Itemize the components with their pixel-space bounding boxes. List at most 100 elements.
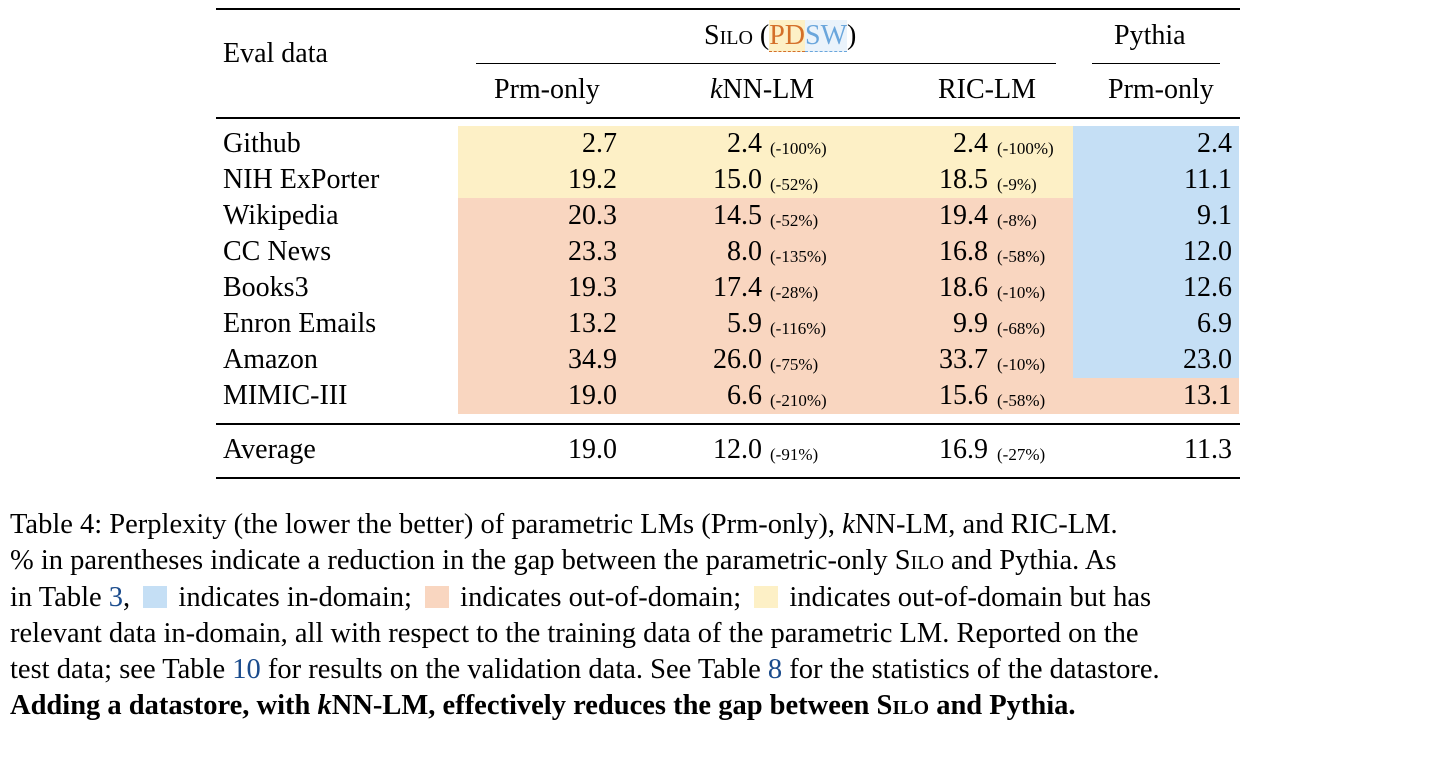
caption-line-6: Adding a datastore, with kNN-LM, effecti… — [10, 688, 1450, 724]
pythia-prm-only-col-header: Prm-only — [1108, 74, 1214, 105]
silo-pd-label: PD — [769, 20, 806, 52]
pythia-value: 6.9 — [1197, 308, 1232, 339]
caption-text: and Pythia. — [929, 690, 1076, 722]
prm-only-col-header: Prm-only — [494, 74, 600, 105]
caption-k: k — [842, 509, 855, 540]
ric-value: 2.4 — [953, 128, 988, 159]
in-domain-swatch — [143, 585, 168, 608]
ric-value: 9.9 — [953, 308, 988, 339]
prm-value: 19.2 — [568, 164, 617, 195]
out-relevant-bg — [458, 126, 1073, 198]
caption-text: NN-LM, effectively reduces the gap betwe… — [331, 690, 877, 722]
knn-value: 6.6 — [727, 380, 762, 411]
average-prm-value: 19.0 — [568, 434, 617, 465]
prm-value: 13.2 — [568, 308, 617, 339]
caption-text: indicates in-domain; — [171, 581, 420, 613]
knn-pct: (-75%) — [770, 355, 819, 374]
table-3-link[interactable]: 3 — [108, 581, 124, 613]
eval-data-header: Eval data — [223, 38, 328, 69]
bottom-rule — [216, 477, 1240, 479]
pythia-value: 12.0 — [1183, 236, 1232, 267]
average-ric-value: 16.9 — [939, 434, 988, 465]
knn-pct: (-100%) — [770, 139, 827, 158]
silo-paren-close: ) — [847, 20, 857, 51]
out-of-domain-bg — [458, 198, 1073, 414]
pythia-value: 2.4 — [1197, 128, 1232, 159]
caption-text: for results on the validation data. See … — [260, 654, 768, 686]
row-name: Wikipedia — [223, 200, 339, 231]
ric-pct: (-9%) — [997, 175, 1037, 194]
top-rule — [216, 8, 1240, 10]
caption-text: Adding a datastore, with — [10, 690, 318, 722]
prm-value: 34.9 — [568, 344, 617, 375]
caption-text: indicates out-of-domain; — [453, 581, 749, 613]
pythia-group-header: Pythia — [1114, 20, 1186, 51]
row-name: Enron Emails — [223, 308, 377, 339]
caption-k: k — [317, 690, 332, 722]
table-10-link[interactable]: 10 — [232, 654, 261, 686]
knn-pct: (-28%) — [770, 283, 819, 302]
knn-value: 8.0 — [727, 236, 762, 267]
prm-value: 2.7 — [582, 128, 617, 159]
ric-pct: (-8%) — [997, 211, 1037, 230]
silo-group-rule — [476, 63, 1056, 64]
knn-pct: (-52%) — [770, 211, 819, 230]
knn-rest: NN-LM — [722, 74, 815, 105]
knn-value: 14.5 — [713, 200, 762, 231]
average-knn-pct: (-91%) — [770, 445, 819, 464]
caption-silo: Silo — [876, 690, 930, 722]
silo-group-header: Silo (PDSW) — [704, 18, 856, 54]
silo-name: Silo — [704, 20, 753, 51]
ric-value: 15.6 — [939, 380, 988, 411]
header-rule — [216, 117, 1240, 119]
table-8-link[interactable]: 8 — [767, 654, 783, 686]
prm-value: 19.0 — [568, 380, 617, 411]
average-knn-value: 12.0 — [713, 434, 762, 465]
ric-pct: (-68%) — [997, 319, 1046, 338]
row-name: CC News — [223, 236, 332, 267]
table-caption: Table 4: Perplexity (the lower the bette… — [10, 507, 1450, 725]
caption-text: Table 4: Perplexity (the lower the bette… — [10, 509, 843, 540]
ric-value: 19.4 — [939, 200, 988, 231]
ric-pct: (-58%) — [997, 391, 1046, 410]
knn-pct: (-210%) — [770, 391, 827, 410]
knn-pct: (-116%) — [770, 319, 827, 338]
caption-text: , — [123, 581, 138, 613]
in-domain-bg — [1073, 126, 1239, 378]
caption-text: test data; see Table — [10, 654, 233, 686]
caption-text: in Table — [10, 581, 109, 613]
silo-sw-label: SW — [805, 20, 848, 52]
row-name: Amazon — [223, 344, 318, 375]
ric-value: 33.7 — [939, 344, 988, 375]
ric-pct: (-100%) — [997, 139, 1054, 158]
prm-value: 20.3 — [568, 200, 617, 231]
out-of-domain-swatch — [425, 585, 450, 608]
ric-lm-col-header: RIC-LM — [938, 74, 1036, 105]
average-rule — [216, 423, 1240, 425]
silo-paren-open: ( — [752, 20, 770, 51]
out-of-domain-pythia-bg — [1073, 378, 1239, 414]
caption-silo: Silo — [894, 545, 944, 577]
knn-pct: (-135%) — [770, 247, 827, 266]
pythia-value: 11.1 — [1184, 164, 1232, 195]
knn-value: 17.4 — [713, 272, 762, 303]
out-relevant-swatch — [754, 585, 779, 608]
ric-pct: (-10%) — [997, 283, 1046, 302]
caption-line-4: relevant data in-domain, all with respec… — [10, 617, 1139, 649]
knn-value: 15.0 — [713, 164, 762, 195]
caption-text: for the statistics of the datastore. — [782, 654, 1160, 686]
pythia-value: 23.0 — [1183, 344, 1232, 375]
row-name: Books3 — [223, 272, 309, 303]
prm-value: 19.3 — [568, 272, 617, 303]
pythia-group-rule — [1092, 63, 1220, 64]
pythia-value: 13.1 — [1183, 380, 1232, 411]
row-name: Github — [223, 128, 301, 159]
knn-value: 26.0 — [713, 344, 762, 375]
knn-value: 2.4 — [727, 128, 762, 159]
ric-value: 16.8 — [939, 236, 988, 267]
caption-text: % in parentheses indicate a reduction in… — [10, 545, 895, 577]
caption-line-2: % in parentheses indicate a reduction in… — [10, 543, 1450, 579]
knn-pct: (-52%) — [770, 175, 819, 194]
average-ric-pct: (-27%) — [997, 445, 1046, 464]
ric-pct: (-10%) — [997, 355, 1046, 374]
